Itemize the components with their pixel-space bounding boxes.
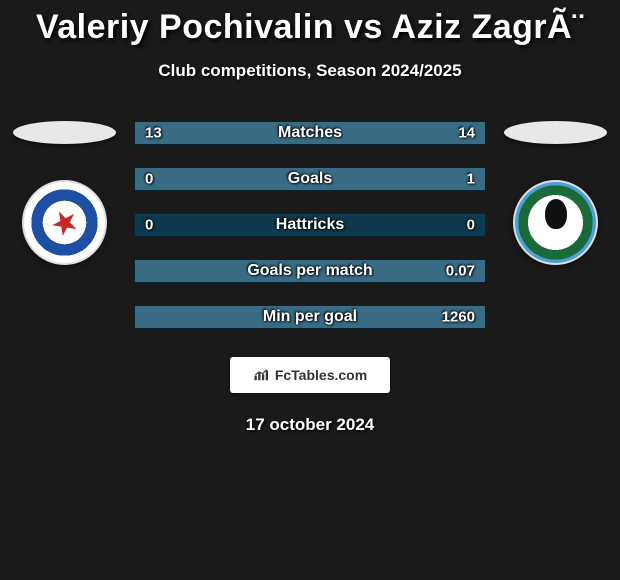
- player-left-photo: [13, 121, 116, 144]
- stat-value-left: 0: [145, 217, 153, 234]
- stat-label: Min per goal: [263, 308, 357, 326]
- date-text: 17 october 2024: [0, 415, 620, 435]
- stat-value-right: 0: [467, 217, 475, 234]
- subtitle: Club competitions, Season 2024/2025: [0, 61, 620, 81]
- player-right-photo: [504, 121, 607, 144]
- stat-label: Hattricks: [276, 216, 344, 234]
- brand-text: FcTables.com: [275, 367, 367, 383]
- page-title: Valeriy Pochivalin vs Aziz ZagrÃ¨: [0, 0, 620, 47]
- stat-row: 0 Goals 1: [134, 167, 486, 191]
- stat-value-right: 1260: [442, 309, 475, 326]
- stat-label: Goals: [288, 170, 332, 188]
- stat-value-left: 13: [145, 125, 162, 142]
- stat-value-left: 0: [145, 171, 153, 188]
- club-badge-left: [15, 180, 115, 265]
- club-badge-left-icon: [22, 180, 107, 265]
- club-badge-right-icon: [513, 180, 598, 265]
- stat-row: Min per goal 1260: [134, 305, 486, 329]
- stats-area: 13 Matches 14 0 Goals 1 0 Hattricks 0 Goals per m…: [0, 121, 620, 329]
- stat-bars: 13 Matches 14 0 Goals 1 0 Hattricks 0 Goals per m…: [134, 121, 486, 329]
- stat-label: Matches: [278, 124, 342, 142]
- club-badge-right: [506, 180, 606, 265]
- stat-value-right: 1: [467, 171, 475, 188]
- stat-row: 0 Hattricks 0: [134, 213, 486, 237]
- brand-badge: FcTables.com: [230, 357, 390, 393]
- stat-row: Goals per match 0.07: [134, 259, 486, 283]
- stat-value-right: 0.07: [446, 263, 475, 280]
- stat-label: Goals per match: [247, 262, 372, 280]
- stat-row: 13 Matches 14: [134, 121, 486, 145]
- player-left-column: [13, 121, 116, 265]
- chart-icon: [253, 368, 271, 382]
- player-right-column: [504, 121, 607, 265]
- stat-value-right: 14: [458, 125, 475, 142]
